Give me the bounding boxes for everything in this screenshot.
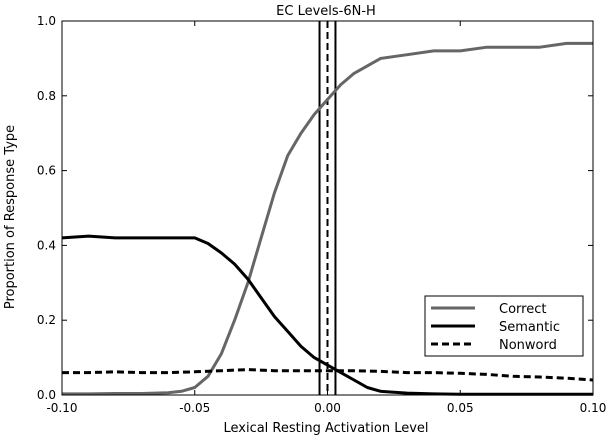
y-axis-label: Proportion of Response Type	[3, 125, 18, 309]
plot-area	[61, 21, 594, 396]
y-tick-label: 0.4	[37, 238, 56, 252]
legend-label-semantic: Semantic	[499, 320, 560, 335]
x-axis-label: Lexical Resting Activation Level	[223, 421, 428, 436]
x-axis: -0.10 -0.05 0.00 0.05 0.10	[46, 21, 606, 415]
chart-title: EC Levels-6N-H	[276, 4, 376, 19]
y-tick-label: 0.0	[37, 388, 56, 402]
x-tick-label: -0.10	[46, 401, 77, 415]
y-tick-label: 0.8	[37, 89, 56, 103]
x-tick-label: 0.05	[447, 401, 474, 415]
legend: Correct Semantic Nonword	[424, 295, 584, 357]
x-tick-label: 0.10	[580, 401, 606, 415]
y-tick-label: 1.0	[37, 14, 56, 28]
series-semantic-line	[61, 234, 593, 396]
y-axis: 0.0 0.2 0.4 0.6 0.8 1.0	[37, 14, 593, 402]
series-nonword-line	[62, 368, 594, 382]
x-tick-label: -0.05	[179, 401, 210, 415]
y-tick-label: 0.2	[37, 313, 56, 327]
y-tick-label: 0.6	[37, 164, 56, 178]
x-tick-label: 0.00	[314, 401, 341, 415]
legend-label-correct: Correct	[499, 302, 546, 317]
series-correct-line	[62, 41, 593, 396]
legend-label-nonword: Nonword	[499, 338, 557, 353]
